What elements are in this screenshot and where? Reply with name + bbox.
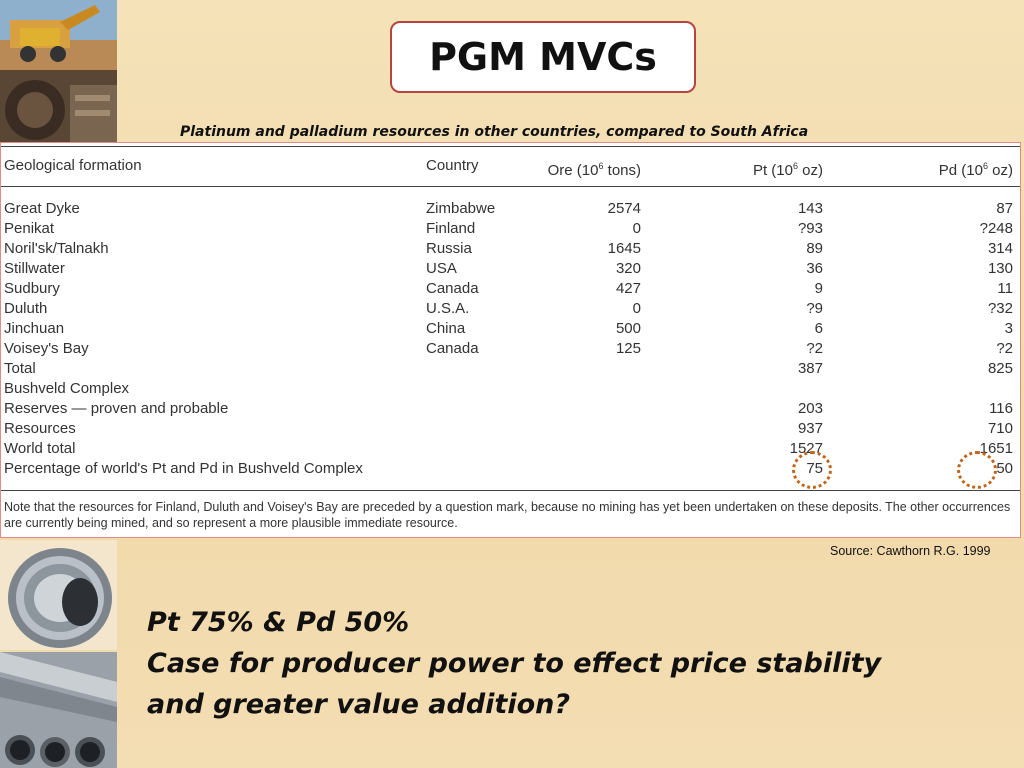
cell-pt: 203 — [797, 400, 823, 417]
table-caption: Platinum and palladium resources in othe… — [180, 124, 809, 140]
cell-pd: 3 — [1004, 320, 1013, 337]
slide-title: PGM MVCs — [390, 21, 696, 93]
key-message: Pt 75% & Pd 50% Case for producer power … — [147, 602, 1007, 725]
header-pd: Pd (106 oz) — [938, 161, 1013, 179]
cell-ore: 0 — [632, 220, 641, 237]
pt-highlight-circle — [792, 451, 832, 489]
cell-formation: Voisey's Bay — [4, 340, 89, 357]
cell-pt: ?2 — [806, 340, 823, 357]
cell-pt: 89 — [806, 240, 823, 257]
cell-formation: Duluth — [4, 300, 48, 317]
message-line-3: and greater value addition? — [147, 689, 571, 720]
cell-formation: Reserves — proven and probable — [4, 400, 229, 417]
steel-coil-photo — [0, 540, 117, 650]
source-citation: Source: Cawthorn R.G. 1999 — [830, 544, 991, 558]
cell-ore: 2574 — [607, 200, 641, 217]
cell-formation: Sudbury — [4, 280, 60, 297]
cell-pt: 387 — [797, 360, 823, 377]
cell-country: China — [426, 320, 466, 337]
cell-pd: 825 — [987, 360, 1013, 377]
cell-pt: ?93 — [797, 220, 823, 237]
pd-highlight-circle — [957, 451, 997, 489]
cell-pd: 11 — [997, 280, 1013, 297]
table-top-rule — [1, 146, 1020, 147]
cell-formation: Noril'sk/Talnakh — [4, 240, 109, 257]
cell-country: Finland — [426, 220, 476, 237]
cell-pd: 50 — [996, 460, 1013, 477]
cell-pd: 314 — [987, 240, 1013, 257]
cell-country: Canada — [426, 340, 479, 357]
cell-formation: Resources — [4, 420, 76, 437]
cell-formation: Bushveld Complex — [4, 380, 130, 397]
cell-ore: 427 — [615, 280, 641, 297]
cell-pd: 130 — [987, 260, 1013, 277]
table-note: Note that the resources for Finland, Dul… — [4, 500, 1011, 530]
cell-pt: 143 — [797, 200, 823, 217]
cell-country: Russia — [426, 240, 472, 257]
cell-ore: 500 — [615, 320, 641, 337]
cell-pt: 937 — [797, 420, 823, 437]
header-formation: Geological formation — [4, 157, 142, 174]
cell-pd: ?248 — [979, 220, 1013, 237]
steel-tubes-photo — [0, 652, 117, 768]
cell-country: USA — [426, 260, 457, 277]
cell-pt: 9 — [814, 280, 823, 297]
mining-excavator-photo — [0, 0, 117, 145]
message-line-1: Pt 75% & Pd 50% — [147, 607, 410, 638]
header-rule — [1, 186, 1020, 187]
cell-formation: Percentage of world's Pt and Pd in Bushv… — [4, 460, 363, 477]
cell-formation: Jinchuan — [4, 320, 65, 337]
header-pt: Pt (106 oz) — [752, 161, 823, 179]
cell-country: U.S.A. — [426, 300, 470, 317]
cell-pd: 116 — [989, 400, 1013, 417]
cell-formation: Great Dyke — [4, 200, 80, 217]
cell-formation: Penikat — [4, 220, 55, 237]
cell-formation: Stillwater — [4, 260, 65, 277]
cell-pt: ?9 — [806, 300, 823, 317]
message-line-2: Case for producer power to effect price … — [147, 648, 882, 679]
cell-ore: 320 — [615, 260, 641, 277]
resources-table: Geological formation Country Ore (106 to… — [0, 142, 1021, 538]
cell-ore: 0 — [632, 300, 641, 317]
cell-pt: 36 — [806, 260, 823, 277]
cell-ore: 125 — [615, 340, 641, 357]
cell-formation: World total — [4, 440, 76, 457]
cell-pt: 6 — [814, 320, 823, 337]
cell-pd: 87 — [996, 200, 1013, 217]
cell-formation: Total — [4, 360, 36, 377]
cell-pd: ?2 — [996, 340, 1013, 357]
cell-pd: ?32 — [987, 300, 1013, 317]
cell-ore: 1645 — [607, 240, 641, 257]
cell-country: Zimbabwe — [426, 200, 496, 217]
cell-country: Canada — [426, 280, 479, 297]
cell-pd: 1651 — [979, 440, 1013, 457]
header-country: Country — [426, 157, 479, 174]
header-ore: Ore (106 tons) — [547, 161, 641, 179]
cell-pd: 710 — [987, 420, 1013, 437]
note-rule — [1, 490, 1020, 491]
